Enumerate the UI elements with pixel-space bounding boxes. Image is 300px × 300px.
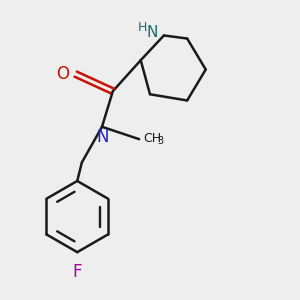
Text: 3: 3: [157, 136, 163, 146]
Text: N: N: [96, 128, 109, 146]
Text: N: N: [147, 26, 158, 40]
Text: O: O: [56, 65, 70, 83]
Text: CH: CH: [143, 132, 161, 145]
Text: F: F: [73, 263, 82, 281]
Text: H: H: [138, 21, 148, 34]
